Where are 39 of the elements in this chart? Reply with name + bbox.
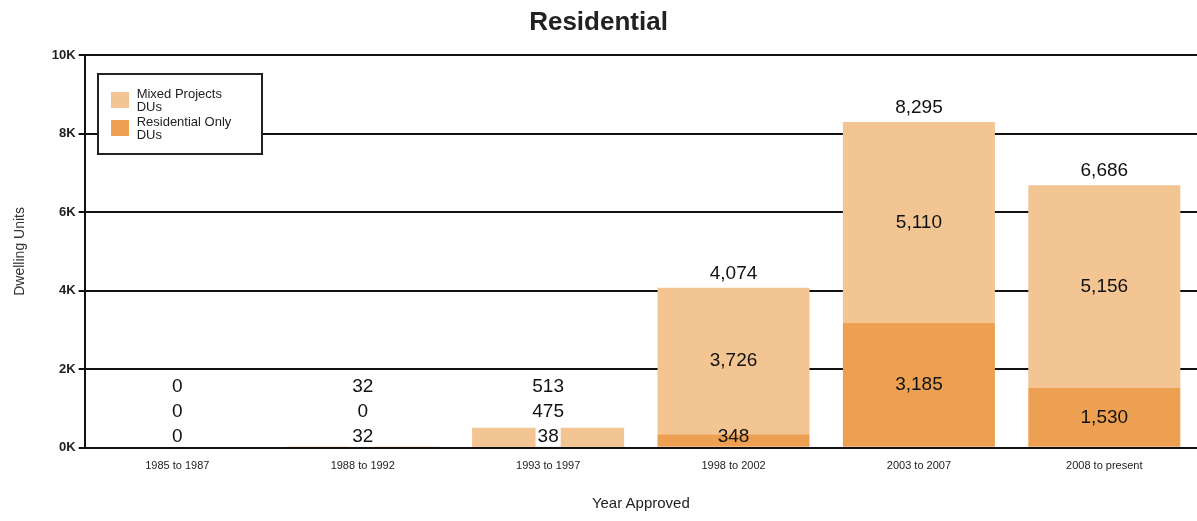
y-tick-label: 10K — [51, 46, 77, 62]
text: 0 — [172, 375, 183, 397]
legend-label: Residential Only DUs — [136, 114, 233, 142]
y-tick-label: 0K — [59, 439, 77, 455]
total-label: 0 — [172, 425, 183, 447]
x-tick-label: 1993 to 1997 — [516, 459, 581, 472]
data-label: 475 — [532, 400, 564, 422]
total-label: 8,295 — [895, 96, 943, 118]
bar — [1028, 185, 1181, 388]
y-tick-label: 8K — [59, 125, 77, 141]
chart-title: Residential — [528, 6, 669, 37]
x-tick-label: 1988 to 1992 — [330, 459, 395, 472]
data-label: 0 — [357, 400, 369, 422]
data-label: 0 — [172, 400, 183, 422]
x-tick-label: 1985 to 1987 — [145, 459, 210, 472]
bar — [1028, 387, 1181, 447]
data-label: 32 — [352, 375, 374, 397]
data-label: 38 — [537, 425, 559, 447]
x-tick-label: 2003 to 2007 — [886, 459, 952, 472]
x-tick-label: 1998 to 2002 — [701, 459, 766, 472]
total-label: 6,686 — [1080, 159, 1129, 181]
total-label: 4,074 — [709, 262, 758, 284]
y-axis-title: Dwelling Units — [11, 207, 28, 296]
bar — [842, 322, 995, 447]
total-label: 513 — [532, 375, 564, 397]
data-label: 3,726 — [709, 349, 758, 371]
data-label: 5,156 — [1080, 274, 1129, 296]
x-axis-title: Year Approved — [591, 494, 690, 512]
x-tick-label: 2008 to present — [1066, 459, 1143, 472]
y-tick-label: 4K — [59, 282, 77, 298]
bar — [842, 121, 995, 323]
y-tick-label: 6K — [59, 203, 77, 219]
legend-label: Mixed Projects DUs — [136, 86, 223, 114]
data-label: 1,530 — [1080, 405, 1129, 427]
data-label: 3,185 — [895, 373, 943, 395]
data-label: 5,110 — [895, 210, 942, 232]
y-tick-label: 2K — [59, 360, 77, 376]
data-label: 348 — [717, 425, 750, 447]
total-label: 32 — [352, 425, 374, 447]
